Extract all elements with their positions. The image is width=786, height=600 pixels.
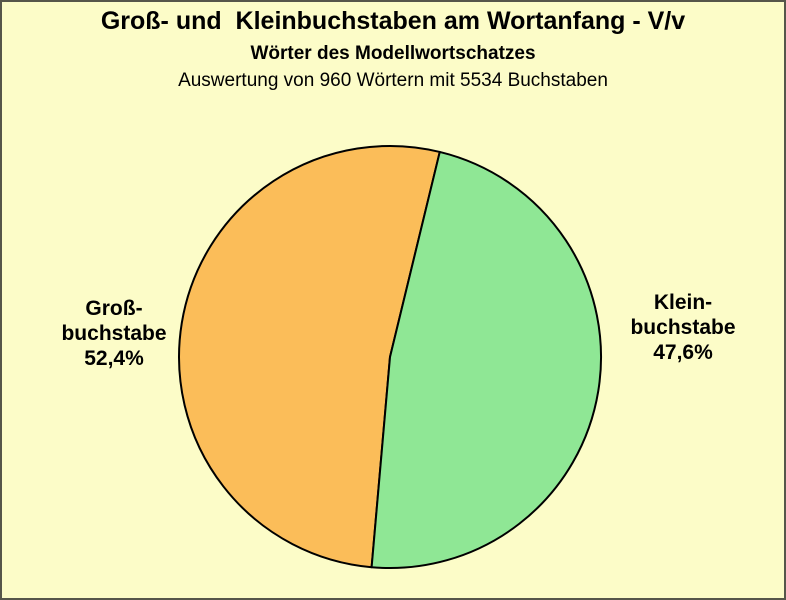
chart-subtitle: Wörter des Modellwortschatzes — [250, 43, 536, 64]
pie-slice-kleinbuchstabe — [370, 150, 602, 569]
chart-note: Auswertung von 960 Wörtern mit 5534 Buch… — [178, 70, 608, 91]
slice-label-line: buchstabe — [630, 316, 736, 339]
slice-label-line: Klein- — [653, 291, 713, 314]
slice-label-line: buchstabe — [61, 322, 167, 345]
slice-percent: 47,6% — [653, 341, 713, 364]
pie-slice-grossbuchstabe — [178, 145, 441, 569]
slice-percent: 52,4% — [84, 347, 144, 370]
chart-header: Groß- und Kleinbuchstaben am Wortanfang … — [2, 6, 784, 92]
slice-label-line: Groß- — [85, 297, 143, 320]
slice-label-grossbuchstabe: Groß- buchstabe 52,4% — [24, 296, 204, 371]
chart-title: Groß- und Kleinbuchstaben am Wortanfang … — [100, 7, 686, 35]
slice-label-kleinbuchstabe: Klein- buchstabe 47,6% — [593, 290, 773, 365]
